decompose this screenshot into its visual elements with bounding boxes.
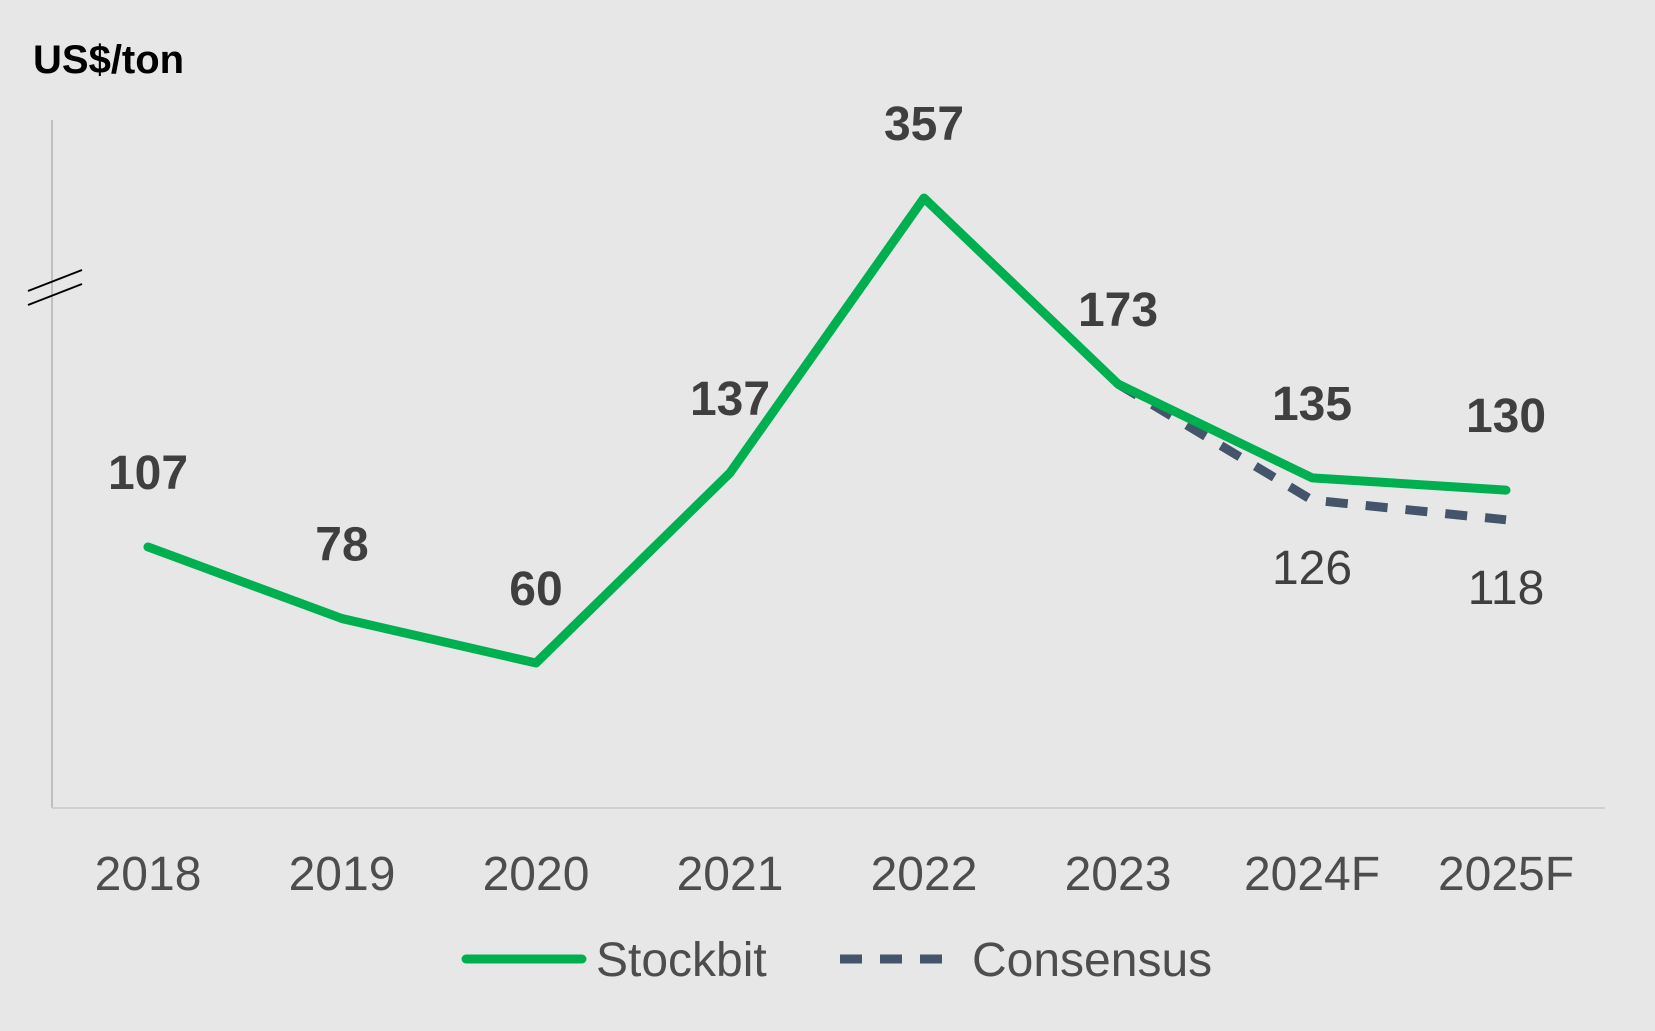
x-tick-label: 2019 bbox=[289, 848, 396, 901]
legend-label-consensus: Consensus bbox=[972, 934, 1212, 987]
data-label-consensus: 126 bbox=[1272, 542, 1352, 595]
x-tick-label: 2020 bbox=[483, 848, 590, 901]
legend-item-stockbit: Stockbit bbox=[461, 934, 767, 987]
axis-break-icon bbox=[27, 269, 83, 306]
x-tick-label: 2021 bbox=[677, 848, 784, 901]
unit-label: US$/ton bbox=[33, 38, 184, 82]
data-label-stockbit: 60 bbox=[509, 563, 562, 616]
data-label-stockbit: 137 bbox=[690, 373, 770, 426]
x-tick-label: 2018 bbox=[95, 848, 202, 901]
series-line-stockbit bbox=[143, 193, 1511, 668]
x-tick-label: 2023 bbox=[1065, 848, 1172, 901]
x-axis-tick-labels: 2018 2019 2020 2021 2022 2023 2024F 2025F bbox=[95, 848, 1574, 901]
data-label-stockbit: 173 bbox=[1078, 284, 1158, 337]
data-label-stockbit: 130 bbox=[1466, 390, 1546, 443]
data-label-stockbit: 357 bbox=[884, 98, 964, 151]
data-label-consensus: 118 bbox=[1468, 562, 1545, 615]
data-label-stockbit: 78 bbox=[315, 519, 368, 572]
legend: Stockbit Consensus bbox=[461, 934, 1212, 987]
data-label-stockbit: 135 bbox=[1272, 378, 1352, 431]
legend-item-consensus: Consensus bbox=[840, 934, 1212, 987]
data-labels: 107 78 60 137 357 173 135 130 126 118 bbox=[108, 98, 1546, 616]
x-tick-label: 2025F bbox=[1438, 848, 1574, 901]
x-tick-label: 2024F bbox=[1244, 848, 1380, 901]
series-layer bbox=[143, 193, 1511, 668]
legend-label-stockbit: Stockbit bbox=[596, 934, 767, 987]
data-label-stockbit: 107 bbox=[108, 447, 188, 500]
x-tick-label: 2022 bbox=[871, 848, 978, 901]
